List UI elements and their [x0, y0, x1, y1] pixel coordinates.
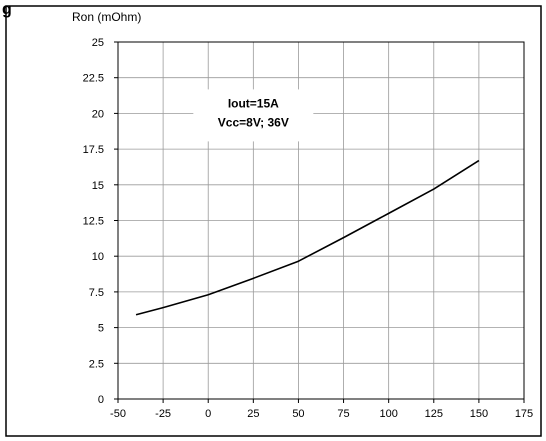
x-tick-label: 50 [292, 408, 304, 420]
tick-labels: -50 -25 0 25 50 75 100 125 150 175 0 2.5 5 7.5 10 12.5 1… [83, 37, 534, 420]
y-axis-label: Ron (mOhm) [72, 10, 141, 24]
y-tick-label: 12.5 [83, 216, 104, 228]
grid [114, 41, 525, 403]
x-tick-label: 75 [337, 408, 349, 420]
x-tick-label: 125 [425, 408, 443, 420]
x-tick-label: 175 [515, 408, 533, 420]
y-tick-label: 25 [92, 37, 104, 49]
y-tick-label: 0 [98, 394, 104, 406]
plot-area [117, 41, 525, 400]
x-tick-label: 100 [379, 408, 397, 420]
outer-border [5, 5, 542, 437]
annotation-line-1: Iout=15A [228, 96, 279, 110]
y-tick-label: 2.5 [89, 358, 104, 370]
annotation-background [193, 89, 314, 142]
x-tick-label: 150 [470, 408, 488, 420]
y-tick-label: 10 [92, 251, 104, 263]
annotation-line-2: Vcc=8V; 36V [218, 115, 289, 129]
series-line [135, 159, 480, 316]
y-tick-label: 17.5 [83, 144, 104, 156]
series-group [135, 159, 480, 316]
y-tick-label: 20 [92, 108, 104, 120]
y-tick-label: 5 [98, 323, 104, 335]
x-tick-label: 25 [247, 408, 259, 420]
y-tick-label: 22.5 [83, 73, 104, 85]
x-tick-label: -25 [155, 408, 171, 420]
y-tick-label: 15 [92, 180, 104, 192]
y-tick-label: 7.5 [89, 287, 104, 299]
figure-fragment-label: g [2, 1, 12, 18]
x-tick-label: -50 [110, 408, 126, 420]
x-tick-label: 0 [205, 408, 211, 420]
annotation-box: Iout=15A Vcc=8V; 36V [193, 89, 314, 142]
